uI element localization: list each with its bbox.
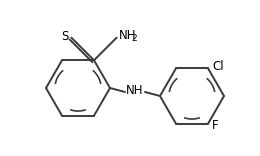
- Text: 2: 2: [132, 34, 137, 43]
- Text: NH: NH: [126, 83, 144, 97]
- Text: F: F: [212, 119, 219, 132]
- Text: S: S: [61, 30, 68, 43]
- Text: Cl: Cl: [212, 60, 224, 73]
- Text: NH: NH: [119, 29, 136, 42]
